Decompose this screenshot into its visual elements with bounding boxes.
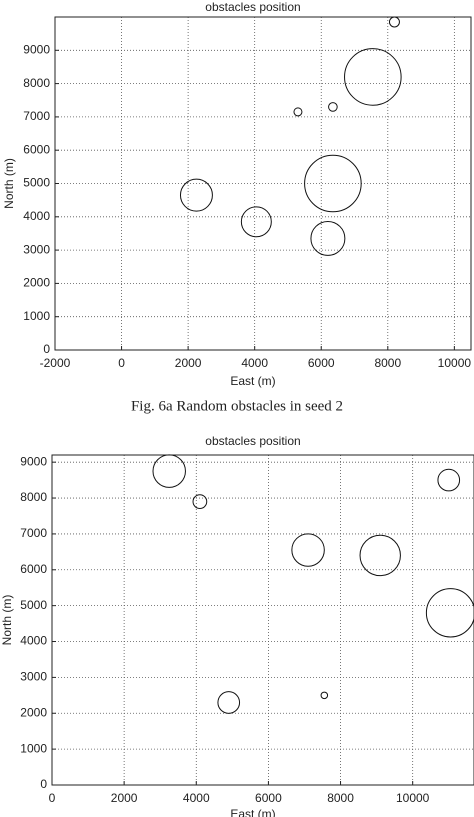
y-tick-label: 5000 [23, 176, 50, 190]
x-tick-label: 2000 [111, 791, 138, 805]
y-tick-label: 0 [40, 777, 47, 791]
obstacle [217, 691, 241, 714]
y-tick-label: 3000 [23, 242, 50, 256]
obstacle [437, 468, 461, 492]
x-tick-label: 4000 [183, 791, 210, 805]
x-tick-label: 2000 [175, 356, 202, 370]
x-tick-label: 0 [49, 791, 56, 805]
obstacle [179, 178, 213, 212]
obstacle [388, 16, 400, 28]
y-tick-label: 3000 [20, 670, 47, 684]
obstacle [240, 206, 272, 238]
y-axis-label: North (m) [2, 158, 16, 209]
x-axis-label: East (m) [230, 807, 275, 817]
x-tick-label: -2000 [40, 356, 71, 370]
x-tick-label: 6000 [255, 791, 282, 805]
x-tick-label: 8000 [327, 791, 354, 805]
x-tick-label: 6000 [308, 356, 335, 370]
y-tick-label: 7000 [23, 109, 50, 123]
plot-frame [51, 454, 474, 786]
chart-title: obstacles position [205, 434, 300, 448]
obstacle [304, 154, 362, 213]
y-tick-label: 2000 [23, 276, 50, 290]
obstacle [192, 494, 208, 509]
x-tick-label: 10000 [438, 356, 472, 370]
obstacle [425, 588, 474, 638]
obstacle [344, 48, 402, 106]
obstacle [152, 454, 186, 488]
chart-title: obstacles position [205, 0, 300, 14]
obstacle [359, 534, 401, 577]
y-tick-label: 0 [43, 342, 50, 356]
y-tick-label: 8000 [23, 76, 50, 90]
x-tick-label: 0 [118, 356, 125, 370]
y-tick-label: 1000 [20, 741, 47, 755]
y-tick-label: 1000 [23, 309, 50, 323]
y-tick-label: 7000 [20, 526, 47, 540]
y-tick-label: 9000 [20, 454, 47, 468]
caption: Fig. 6a Random obstacles in seed 2 [131, 398, 343, 414]
y-tick-label: 6000 [20, 562, 47, 576]
y-tick-label: 4000 [20, 634, 47, 648]
obstacle [328, 102, 338, 112]
obstacle [293, 107, 303, 117]
y-tick-label: 4000 [23, 209, 50, 223]
y-tick-label: 6000 [23, 142, 50, 156]
x-tick-label: 4000 [241, 356, 268, 370]
obstacle [320, 691, 329, 700]
obstacle [291, 533, 325, 567]
plot-frame [54, 16, 472, 351]
y-tick-label: 5000 [20, 598, 47, 612]
x-tick-label: 8000 [374, 356, 401, 370]
y-tick-label: 9000 [23, 42, 50, 56]
x-axis-label: East (m) [230, 374, 275, 388]
obstacle [310, 220, 346, 256]
y-tick-label: 2000 [20, 705, 47, 719]
y-tick-label: 8000 [20, 490, 47, 504]
x-tick-label: 10000 [396, 791, 430, 805]
y-axis-label: North (m) [0, 595, 14, 646]
